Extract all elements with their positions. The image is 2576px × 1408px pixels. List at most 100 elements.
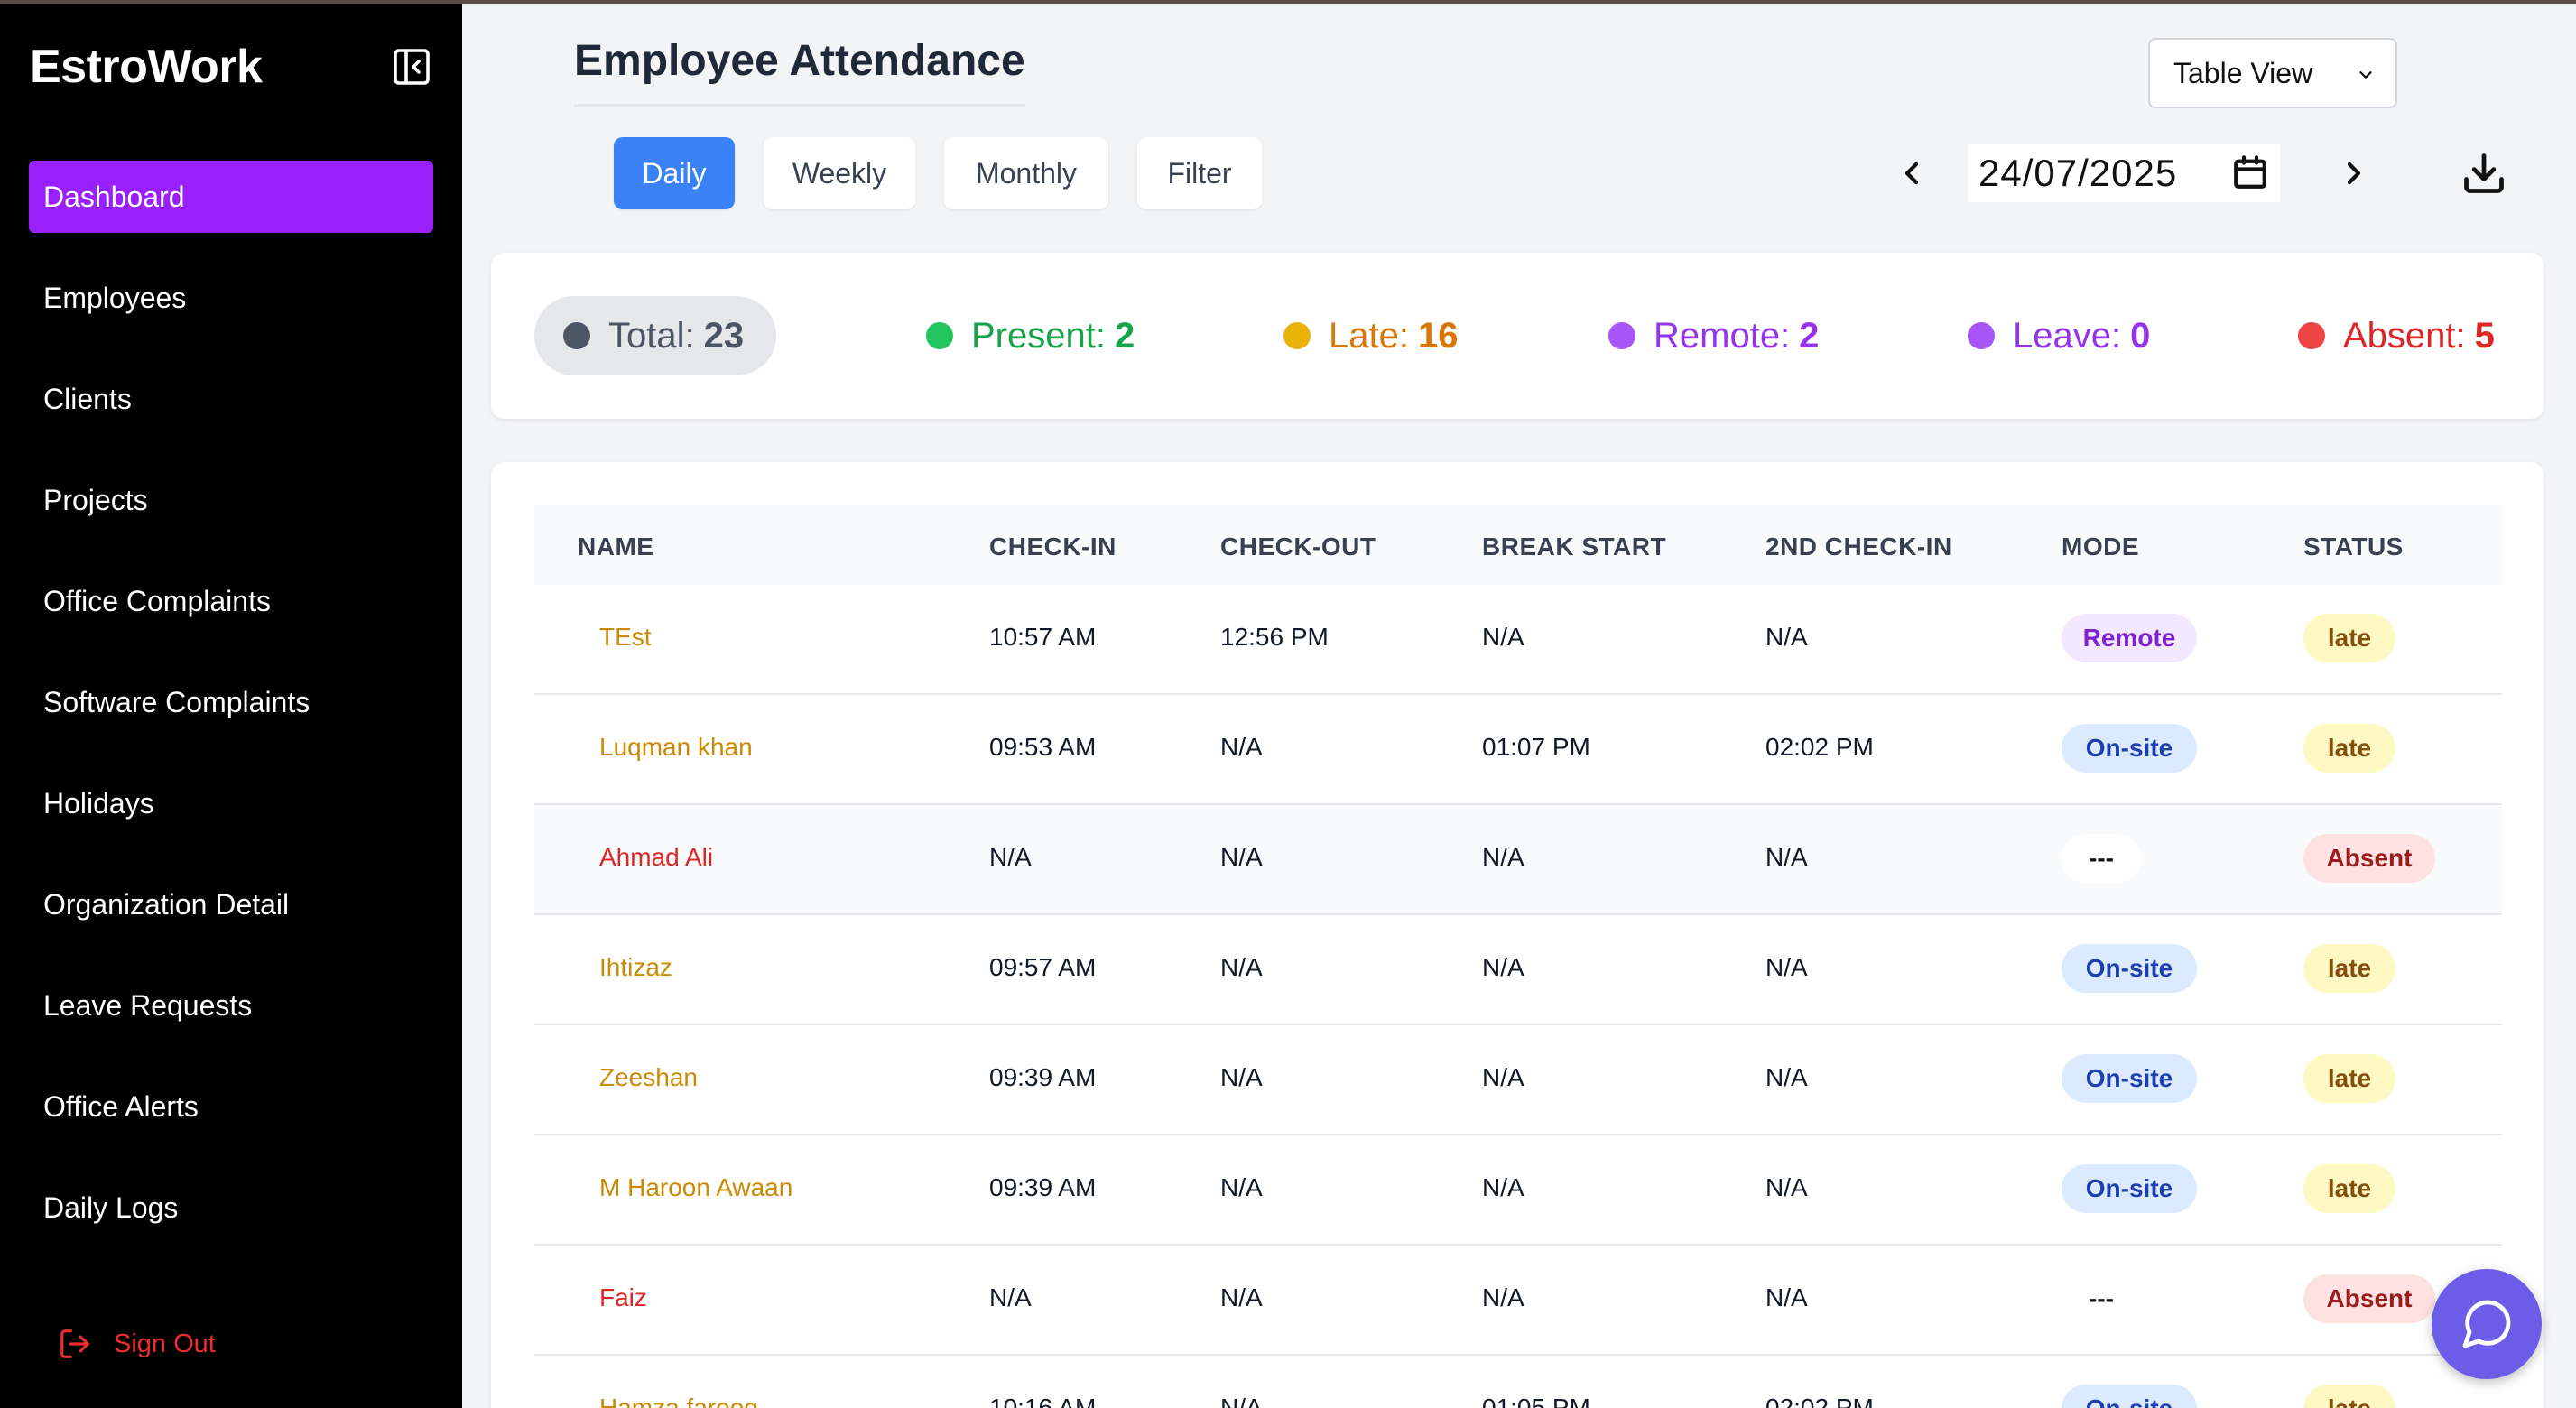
previous-date-button[interactable]	[1894, 155, 1930, 191]
tab-weekly[interactable]: Weekly	[764, 137, 915, 209]
leave-dot	[1968, 322, 1995, 349]
sidebar-item-daily-logs[interactable]: Daily Logs	[43, 1190, 179, 1224]
stat-remote-value: 2	[1799, 315, 1820, 356]
sign-out-button[interactable]: Sign Out	[58, 1327, 216, 1361]
second-check-in-time: N/A	[1765, 623, 1808, 651]
table-row[interactable]: Zeeshan 09:39 AM N/A N/A N/A On-site lat…	[534, 1025, 2502, 1135]
sidebar-item-holidays[interactable]: Holidays	[43, 786, 154, 820]
check-out-time: N/A	[1220, 733, 1263, 761]
check-in-time: N/A	[989, 1283, 1032, 1311]
calendar-icon[interactable]	[2231, 153, 2269, 191]
stat-present: Present: 2	[926, 296, 1135, 375]
employee-name[interactable]: M Haroon Awaan	[599, 1173, 793, 1201]
table-row[interactable]: Ahmad Ali N/A N/A N/A N/A --- Absent	[534, 805, 2502, 915]
page-title: Employee Attendance	[574, 36, 1025, 107]
collapse-sidebar-icon[interactable]	[390, 45, 433, 88]
break-start-time: N/A	[1482, 623, 1524, 651]
sidebar-item-office-complaints[interactable]: Office Complaints	[43, 584, 271, 617]
sidebar-item-clients[interactable]: Clients	[43, 382, 132, 415]
mode-badge: Remote	[2062, 614, 2197, 662]
check-out-time: N/A	[1220, 1283, 1263, 1311]
sidebar-item-employees[interactable]: Employees	[43, 281, 187, 314]
sidebar-item-software-complaints[interactable]: Software Complaints	[43, 685, 310, 718]
column-header-status[interactable]: STATUS	[2303, 533, 2404, 560]
stat-late-value: 16	[1417, 315, 1459, 356]
sidebar-nav: Dashboard Employees Clients Projects Off…	[29, 161, 433, 1273]
sidebar: EstroWork Dashboard Employees Clients Pr…	[0, 0, 462, 1408]
break-start-time: N/A	[1482, 953, 1524, 981]
stat-present-label: Present:	[971, 315, 1106, 356]
main-content: Employee Attendance Table View Daily Wee…	[462, 0, 2576, 1408]
employee-name[interactable]: Zeeshan	[599, 1063, 698, 1091]
table-row[interactable]: Ihtizaz 09:57 AM N/A N/A N/A On-site lat…	[534, 915, 2502, 1025]
stat-total: Total: 23	[534, 296, 776, 375]
table-row[interactable]: Hamza farooq 10:16 AM N/A 01:05 PM 02:02…	[534, 1356, 2502, 1408]
sign-out-icon	[60, 1329, 89, 1358]
break-start-time: 01:07 PM	[1482, 733, 1590, 761]
employee-name[interactable]: Faiz	[599, 1283, 647, 1311]
second-check-in-time: N/A	[1765, 1063, 1808, 1091]
tab-filter[interactable]: Filter	[1137, 137, 1262, 209]
employee-name[interactable]: Ahmad Ali	[599, 843, 714, 871]
tab-monthly[interactable]: Monthly	[944, 137, 1108, 209]
column-header-second-check-in[interactable]: 2ND CHECK-IN	[1765, 533, 1952, 560]
period-tabs: Daily Weekly Monthly Filter	[614, 137, 1291, 209]
check-out-time: N/A	[1220, 953, 1263, 981]
sidebar-item-organization-detail[interactable]: Organization Detail	[43, 887, 290, 921]
column-header-break-start[interactable]: BREAK START	[1482, 533, 1667, 560]
check-out-time: N/A	[1220, 1063, 1263, 1091]
break-start-time: N/A	[1482, 1063, 1524, 1091]
sidebar-item-office-alerts[interactable]: Office Alerts	[43, 1089, 199, 1123]
column-header-check-in[interactable]: CHECK-IN	[989, 533, 1117, 560]
status-badge: Absent	[2303, 1274, 2435, 1323]
employee-name[interactable]: Luqman khan	[599, 733, 753, 761]
table-row[interactable]: Luqman khan 09:53 AM N/A 01:07 PM 02:02 …	[534, 695, 2502, 805]
status-badge: late	[2303, 944, 2395, 993]
check-out-time: N/A	[1220, 1394, 1263, 1408]
check-out-time: N/A	[1220, 843, 1263, 871]
check-out-time: N/A	[1220, 1173, 1263, 1201]
table-row[interactable]: Faiz N/A N/A N/A N/A --- Absent	[534, 1246, 2502, 1356]
sidebar-item-leave-requests[interactable]: Leave Requests	[43, 988, 253, 1022]
stat-leave-value: 0	[2130, 315, 2151, 356]
employee-name[interactable]: TEst	[599, 623, 652, 651]
table-row[interactable]: TEst 10:57 AM 12:56 PM N/A N/A Remote la…	[534, 585, 2502, 695]
sidebar-item-dashboard[interactable]: Dashboard	[29, 161, 433, 233]
break-start-time: N/A	[1482, 1173, 1524, 1201]
break-start-time: N/A	[1482, 843, 1524, 871]
status-badge: late	[2303, 614, 2395, 662]
mode-badge: On-site	[2062, 1385, 2197, 1408]
table-header: NAME CHECK-IN CHECK-OUT BREAK START 2ND …	[534, 505, 2502, 585]
view-mode-select[interactable]: Table View	[2148, 38, 2397, 108]
sidebar-item-projects[interactable]: Projects	[43, 483, 148, 516]
chat-button[interactable]	[2432, 1269, 2542, 1379]
check-in-time: 09:57 AM	[989, 953, 1097, 981]
sign-out-label: Sign Out	[114, 1329, 216, 1358]
stat-present-value: 2	[1114, 315, 1135, 356]
next-date-button[interactable]	[2336, 155, 2372, 191]
stat-absent-label: Absent:	[2343, 315, 2466, 356]
second-check-in-time: N/A	[1765, 1173, 1808, 1201]
table-row[interactable]: M Haroon Awaan 09:39 AM N/A N/A N/A On-s…	[534, 1135, 2502, 1246]
stat-late-label: Late:	[1329, 315, 1409, 356]
status-badge: late	[2303, 1385, 2395, 1408]
column-header-check-out[interactable]: CHECK-OUT	[1220, 533, 1376, 560]
stat-remote-label: Remote:	[1654, 315, 1791, 356]
mode-badge: On-site	[2062, 724, 2197, 773]
table-body: TEst 10:57 AM 12:56 PM N/A N/A Remote la…	[534, 585, 2502, 1408]
check-in-time: 09:53 AM	[989, 733, 1097, 761]
column-header-mode[interactable]: MODE	[2062, 533, 2139, 560]
date-input[interactable]: 24/07/2025	[1968, 144, 2280, 202]
column-header-name[interactable]: NAME	[578, 533, 654, 560]
employee-name[interactable]: Hamza farooq	[599, 1394, 758, 1408]
date-value: 24/07/2025	[1978, 152, 2178, 194]
remote-dot	[1608, 322, 1635, 349]
download-button[interactable]	[2460, 150, 2507, 197]
tab-daily[interactable]: Daily	[614, 137, 735, 209]
stat-leave-label: Leave:	[2013, 315, 2122, 356]
chat-bubble-icon	[2462, 1300, 2511, 1348]
total-dot	[563, 322, 590, 349]
second-check-in-time: N/A	[1765, 953, 1808, 981]
view-mode-selected: Table View	[2173, 56, 2313, 89]
employee-name[interactable]: Ihtizaz	[599, 953, 672, 981]
